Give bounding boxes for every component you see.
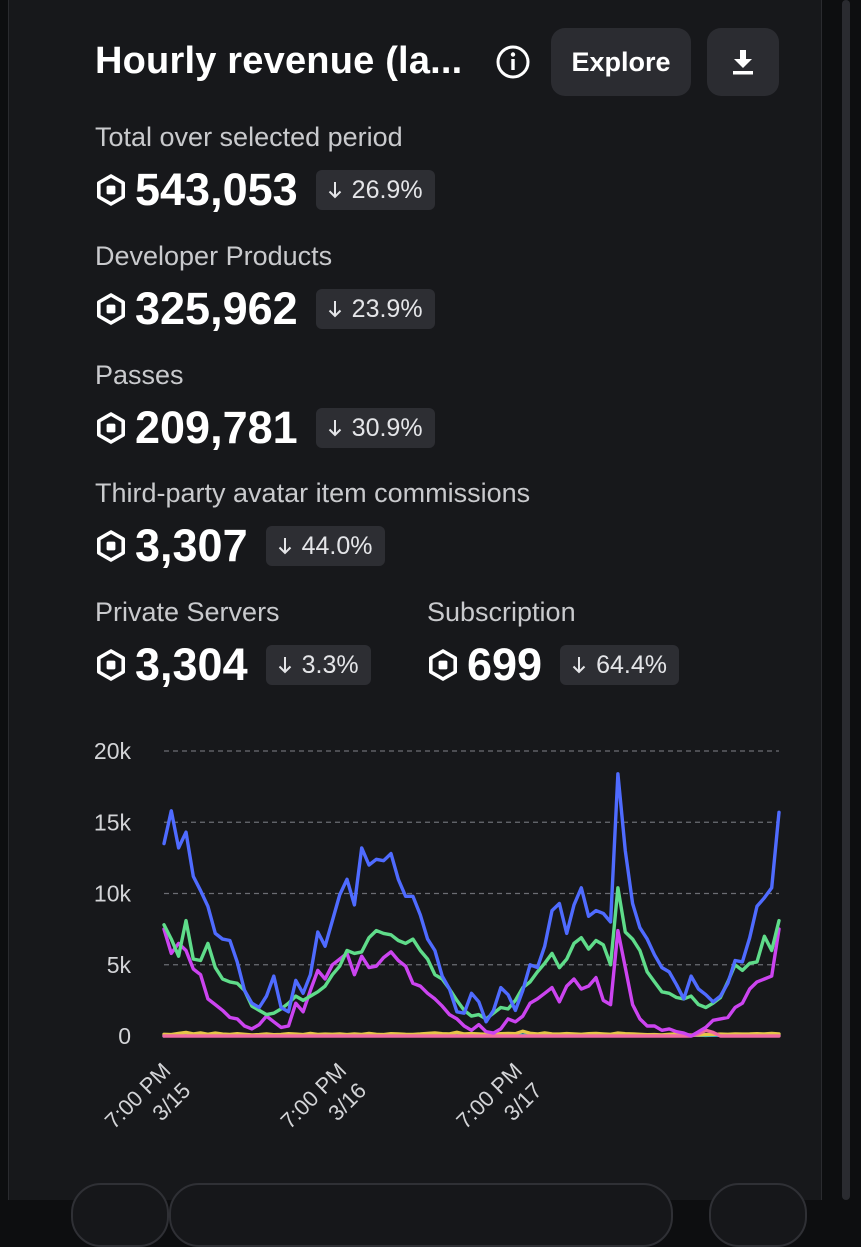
delta-value: 64.4% [596, 650, 667, 679]
robux-icon [429, 649, 457, 681]
metric-value: 325,962 [135, 283, 298, 334]
series-line-subscription [162, 1028, 781, 1038]
robux-icon [97, 412, 125, 444]
metric-label: Private Servers [95, 597, 280, 627]
scrollbar[interactable] [838, 0, 854, 1200]
metric-label: Developer Products [95, 241, 333, 271]
delta-value: 26.9% [351, 175, 423, 204]
robux-icon [97, 530, 125, 562]
scrollbar-thumb[interactable] [842, 0, 850, 1200]
metric-value-row: 209,781 30.9% [95, 402, 435, 454]
robux-icon [97, 293, 125, 325]
metric-value: 209,781 [135, 402, 298, 453]
arrow-down-icon [572, 657, 586, 674]
metric-value: 3,307 [135, 520, 248, 571]
revenue-line-chart: 20k 15k 10k 5k 0 7:00 PM3/15 7:00 PM3/16 7:00 P… [94, 738, 781, 1134]
delta-badge: 26.9% [315, 170, 435, 210]
metric-label: Subscription [427, 597, 576, 627]
revenue-card: Hourly revenue (la... Explore Total over… [8, 0, 822, 1247]
explore-button[interactable]: Explore [551, 28, 691, 96]
arrow-down-icon [278, 657, 291, 674]
delta-badge: 44.0% [265, 526, 385, 566]
delta-badge: 30.9% [315, 408, 435, 448]
card-title: Hourly revenue (la... [95, 40, 463, 82]
arrow-down-icon [328, 420, 341, 437]
series-line-developer-products [162, 886, 781, 1021]
metric-value: 699 [467, 639, 543, 690]
y-tick-label: 15k [94, 809, 132, 835]
robux-icon [97, 649, 125, 681]
y-tick-label: 20k [94, 738, 132, 764]
metric-value-row: 325,962 23.9% [95, 283, 435, 335]
arrow-down-icon [278, 538, 291, 555]
metric-value: 543,053 [135, 164, 298, 215]
metric-value-row: 543,053 26.9% [95, 164, 435, 216]
delta-value: 3.3% [301, 650, 359, 679]
series-line-passes [162, 927, 781, 1038]
previous-control[interactable] [71, 1183, 169, 1247]
next-control[interactable] [709, 1183, 807, 1247]
series-line-total [162, 772, 781, 1024]
metric-label: Total over selected period [95, 122, 403, 152]
delta-value: 30.9% [351, 413, 423, 442]
series-line-private-servers [162, 1029, 781, 1037]
arrow-down-icon [328, 301, 341, 318]
metric-label: Third-party avatar item commissions [95, 478, 531, 508]
delta-badge: 23.9% [315, 289, 435, 329]
y-tick-label: 0 [118, 1023, 131, 1049]
metric-value-row: 699 64.4% [427, 639, 679, 691]
y-tick-label: 5k [107, 952, 132, 978]
metric-value-row: 3,304 3.3% [95, 639, 371, 691]
metric-value-row: 3,307 44.0% [95, 520, 385, 572]
download-icon [733, 50, 753, 75]
robux-icon [97, 174, 125, 206]
x-tick-label: 7:00 PM3/16 [276, 1058, 371, 1134]
delta-badge: 3.3% [265, 645, 371, 685]
delta-value: 44.0% [301, 531, 373, 560]
delta-value: 23.9% [351, 294, 423, 323]
download-button[interactable] [707, 28, 779, 96]
info-icon[interactable] [495, 44, 531, 80]
arrow-down-icon [328, 182, 341, 199]
metric-value: 3,304 [135, 639, 248, 690]
y-tick-label: 10k [94, 881, 132, 907]
delta-badge: 64.4% [560, 645, 679, 685]
explore-button-label: Explore [571, 46, 671, 77]
range-selector[interactable] [169, 1183, 673, 1247]
x-tick-label: 7:00 PM3/15 [100, 1058, 195, 1134]
x-tick-label: 7:00 PM3/17 [451, 1058, 546, 1134]
metric-label: Passes [95, 360, 184, 390]
